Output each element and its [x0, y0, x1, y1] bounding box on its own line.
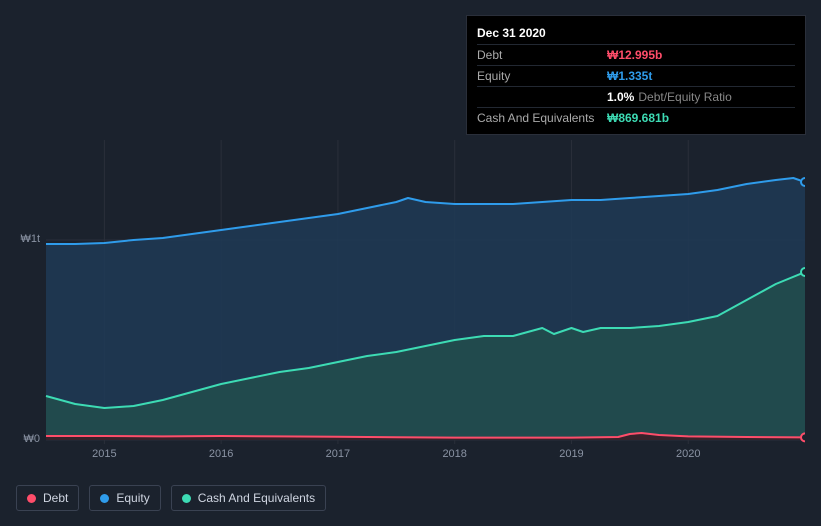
tooltip-value: 1.0% Debt/Equity Ratio — [607, 90, 732, 104]
x-axis-label: 2018 — [435, 448, 475, 460]
tooltip-date: Dec 31 2020 — [477, 22, 795, 44]
legend-label: Equity — [116, 491, 149, 505]
y-axis-label: ₩1t — [10, 233, 40, 245]
tooltip-value: ₩1.335t — [607, 69, 652, 83]
x-axis-label: 2019 — [551, 448, 591, 460]
legend-dot-icon — [100, 494, 109, 503]
legend-label: Cash And Equivalents — [198, 491, 315, 505]
ratio-number: 1.0% — [607, 90, 634, 104]
legend-dot-icon — [27, 494, 36, 503]
legend-label: Debt — [43, 491, 68, 505]
chart-svg — [16, 112, 805, 468]
x-axis-label: 2017 — [318, 448, 358, 460]
y-axis-label: ₩0 — [10, 433, 40, 445]
x-axis-label: 2016 — [201, 448, 241, 460]
tooltip-label: Equity — [477, 69, 607, 83]
x-axis-label: 2015 — [84, 448, 124, 460]
legend-dot-icon — [182, 494, 191, 503]
ratio-label: Debt/Equity Ratio — [638, 90, 731, 104]
legend-item-cash[interactable]: Cash And Equivalents — [171, 485, 326, 511]
area-chart[interactable]: ₩0₩1t201520162017201820192020 — [16, 112, 805, 468]
legend-item-debt[interactable]: Debt — [16, 485, 79, 511]
tooltip-row-ratio: 1.0% Debt/Equity Ratio — [477, 86, 795, 107]
tooltip-row-equity: Equity ₩1.335t — [477, 65, 795, 86]
legend-item-equity[interactable]: Equity — [89, 485, 160, 511]
tooltip-row-debt: Debt ₩12.995b — [477, 44, 795, 65]
tooltip-value: ₩12.995b — [607, 48, 662, 62]
tooltip-label: Debt — [477, 48, 607, 62]
tooltip-label — [477, 90, 607, 104]
chart-legend: Debt Equity Cash And Equivalents — [16, 485, 326, 511]
x-axis-label: 2020 — [668, 448, 708, 460]
